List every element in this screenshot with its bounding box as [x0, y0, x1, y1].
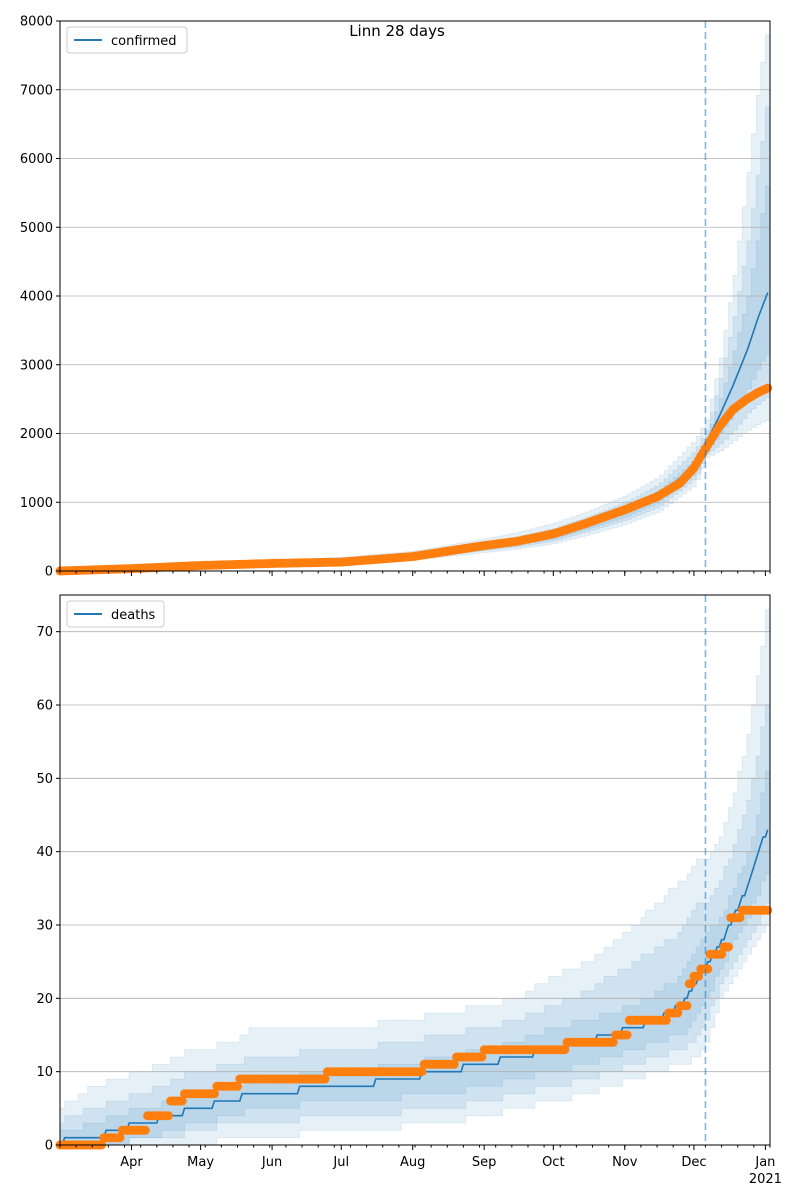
- legend-label-confirmed: confirmed: [111, 34, 177, 49]
- y-tick-label: 3000: [20, 358, 53, 373]
- observed-point: [477, 1052, 487, 1062]
- deaths-panel: 0 10 20 30 40 50 60 70 Apr May Jun Jul Aug Sep Oct Nov…: [36, 594, 782, 1187]
- deaths-observed-points: [55, 905, 773, 1150]
- uncertainty-band-1: [59, 690, 771, 1146]
- model-median-line: [59, 292, 769, 572]
- legend-label-deaths: deaths: [111, 608, 156, 623]
- observed-point: [673, 1008, 683, 1018]
- y-tick-label: 70: [36, 625, 53, 640]
- deaths-y-axis: 0 10 20 30 40 50 60 70: [36, 625, 60, 1154]
- y-tick-label: 10: [36, 1065, 53, 1080]
- y-tick-label: 8000: [20, 15, 53, 30]
- deaths-uncertainty-bands: [59, 595, 771, 1146]
- observed-point: [694, 971, 703, 981]
- deaths-x-axis: Apr May Jun Jul Aug Sep Oct Nov Dec Jan 2021: [59, 1145, 782, 1187]
- observed-point: [163, 1111, 173, 1121]
- x-tick-label: May: [187, 1155, 214, 1170]
- y-tick-label: 4000: [20, 290, 53, 305]
- y-tick-label: 20: [36, 992, 53, 1007]
- observed-point: [560, 1045, 570, 1055]
- deaths-legend: deaths: [66, 600, 165, 628]
- observed-point: [320, 1074, 330, 1084]
- observed-point: [622, 1030, 632, 1040]
- uncertainty-band-2: [60, 172, 771, 572]
- y-tick-label: 50: [36, 772, 53, 787]
- observed-point: [608, 1037, 618, 1047]
- y-tick-label: 2000: [20, 427, 53, 442]
- observed-point: [682, 1001, 692, 1011]
- y-tick-label: 60: [36, 699, 53, 714]
- y-tick-label: 5000: [20, 221, 53, 236]
- x-tick-label: Sep: [472, 1155, 497, 1170]
- confirmed-observed-points: [55, 383, 773, 576]
- y-tick-label: 30: [36, 919, 53, 934]
- uncertainty-band-0: [59, 595, 771, 1146]
- confirmed-model-line: [59, 292, 769, 572]
- observed-point: [703, 964, 713, 974]
- observed-point: [209, 1089, 219, 1099]
- legend-box: [66, 600, 165, 628]
- x-tick-label: Nov: [612, 1155, 638, 1170]
- observed-point: [687, 979, 697, 989]
- observed-point: [115, 1133, 125, 1143]
- observed-point: [735, 913, 745, 923]
- observed-point: [449, 1059, 459, 1069]
- chart-title: Linn 28 days: [349, 22, 445, 40]
- observed-point: [177, 1096, 187, 1106]
- observed-point: [717, 949, 727, 959]
- x-tick-year-label: 2021: [749, 1172, 782, 1187]
- confirmed-y-axis: 0 1000 2000 3000 4000 5000 6000 7000 8000: [20, 15, 60, 580]
- y-tick-label: 1000: [20, 496, 53, 511]
- observed-point: [724, 942, 733, 952]
- x-tick-label: Jan: [754, 1155, 775, 1170]
- observed-point: [233, 1081, 242, 1091]
- y-tick-label: 6000: [20, 152, 53, 167]
- y-tick-label: 0: [45, 1139, 53, 1154]
- observed-point: [763, 383, 773, 393]
- x-tick-label: Oct: [542, 1155, 564, 1170]
- observed-point: [140, 1125, 150, 1135]
- observed-point: [763, 905, 773, 915]
- observed-point: [417, 1067, 427, 1077]
- confirmed-legend: confirmed: [66, 26, 188, 54]
- observed-point: [661, 1015, 671, 1025]
- confirmed-x-axis: [59, 571, 771, 576]
- legend-box: [66, 26, 188, 54]
- x-tick-label: Aug: [400, 1155, 425, 1170]
- x-tick-label: Jun: [261, 1155, 282, 1170]
- y-tick-label: 0: [45, 565, 53, 580]
- confirmed-panel: 0 1000 2000 3000 4000 5000 6000 7000 8000 Linn 2…: [20, 15, 773, 580]
- x-tick-label: Dec: [681, 1155, 706, 1170]
- x-tick-label: Apr: [120, 1155, 143, 1170]
- y-tick-label: 40: [36, 845, 53, 860]
- y-tick-label: 7000: [20, 83, 53, 98]
- x-tick-label: Jul: [332, 1155, 349, 1170]
